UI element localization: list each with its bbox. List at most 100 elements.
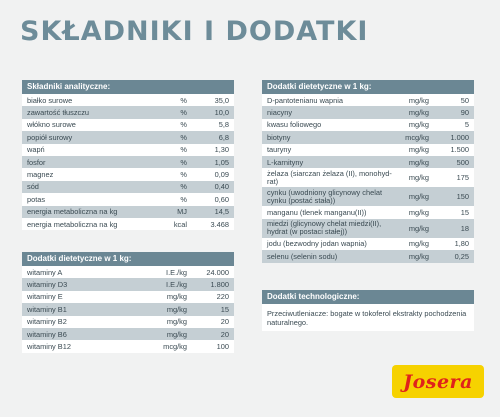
vitamin-row-value: 15 [192,303,234,316]
vitamin-row: witaminy D3 I.E./kg 1.800 [22,278,234,291]
vitamin-row-unit: mg/kg [140,303,192,316]
analytical-row-value: 0,60 [214,194,229,204]
additive-row-unit: mg/kg [398,187,434,207]
additive-row-unit: mcg/kg [398,131,434,144]
additive-row-unit: mg/kg [408,145,429,155]
analytical-row-unit: % [180,145,187,155]
analytical-row-name: potas [27,194,46,204]
technological-panel: Dodatki technologiczne: Przeciwutleniacz… [262,290,474,331]
additive-row-name: kwasu foliowego [267,120,322,130]
analytical-row-unit: kcal [173,219,187,229]
vitamin-row-value: 220 [216,292,229,302]
vitamin-row-value: 20 [192,327,234,341]
additive-row-value: 18 [434,218,474,238]
additive-row-value: 15 [460,208,469,218]
additive-row-value: 1,80 [454,239,469,249]
additive-row-value: 0,25 [434,250,474,263]
vitamins-rows: witaminy A I.E./kg 24.000 witaminy D3 I.E./k… [22,266,234,353]
additive-row-value: 5 [464,120,469,130]
analytical-header: Składniki analityczne: [22,80,234,94]
vitamin-row-value: 1.800 [192,278,234,291]
additive-row-name: niacyny [262,106,398,119]
analytical-row-name: wapń [27,145,45,155]
analytical-panel: Składniki analityczne: białko surowe% 35,… [22,80,234,231]
vitamin-row-unit: I.E./kg [140,278,192,291]
analytical-row-value: 0,40 [192,180,234,194]
analytical-row-name: energia metaboliczna na kg [22,205,162,218]
analytical-row-name: energia metaboliczna na kg [27,219,118,229]
additives-table: D-pantotenianu wapnia mg/kg 50 niacyny mg/kg… [262,94,474,263]
additive-row-value: 1.500 [450,145,470,155]
additive-row: niacyny mg/kg 90 [262,106,474,119]
additive-row-name: miedzi (glicynowy chelat miedzi(II), hyd… [262,218,398,238]
technological-header: Dodatki technologiczne: [262,290,474,304]
additive-row-unit: mg/kg [408,95,429,105]
vitamin-row-unit: mg/kg [166,292,187,302]
additive-row-unit: mg/kg [398,250,434,263]
vitamin-row-name: witaminy B1 [22,303,140,316]
analytical-row: wapń% 1,30 [22,144,234,156]
vitamin-row-name: witaminy B12 [27,342,71,352]
analytical-row-name: sód [22,180,162,194]
vitamin-row-name: witaminy B6 [22,327,140,341]
analytical-row-unit: % [180,120,187,130]
analytical-row-value: 0,09 [214,170,229,180]
additive-row-value: 50 [460,95,469,105]
analytical-row-name: popiół surowy [22,131,162,144]
additive-row: miedzi (glicynowy chelat miedzi(II), hyd… [262,218,474,238]
additive-row: selenu (selenin sodu) mg/kg 0,25 [262,250,474,263]
vitamin-row: witaminy B2 mg/kg 20 [22,316,234,328]
vitamin-row: witaminy B6 mg/kg 20 [22,327,234,341]
additives-header: Dodatki dietetyczne w 1 kg: [262,80,474,94]
analytical-row-unit: MJ [162,205,192,218]
additive-row-name: jodu (bezwodny jodan wapnia) [267,239,367,249]
additive-row-value: 90 [434,106,474,119]
additive-row-unit: mg/kg [408,173,429,183]
vitamin-row: witaminy B12 mcg/kg 100 [22,340,234,352]
analytical-row-value: 14,5 [192,205,234,218]
vitamins-panel: Dodatki dietetyczne w 1 kg: witaminy A I.… [22,252,234,353]
vitamin-row: witaminy B1 mg/kg 15 [22,303,234,316]
additive-row-value: 150 [434,187,474,207]
analytical-row: fosfor% 1,05 [22,155,234,169]
vitamin-row-unit: I.E./kg [166,267,187,277]
additive-row-unit: mg/kg [408,120,429,130]
vitamin-row-name: witaminy D3 [22,278,140,291]
vitamin-row: witaminy E mg/kg 220 [22,291,234,303]
analytical-row-name: magnez [27,170,54,180]
additive-row-name: cynku (uwodniony glicynowy chelat cynku … [262,187,398,207]
analytical-row: energia metaboliczna na kg kcal 3.468 [22,218,234,230]
vitamin-row-value: 24.000 [206,267,229,277]
analytical-row-name: białko surowe [27,95,73,105]
additive-row-name: biotyny [262,131,398,144]
analytical-row-value: 35,0 [214,95,229,105]
additive-row-name: D-pantotenianu wapnia [267,95,344,105]
analytical-row-unit: % [162,180,192,194]
additive-row-name: żelaza (siarczan żelaza (II), monohyd-ra… [267,168,392,186]
additive-row-unit: mg/kg [398,155,434,169]
analytical-row: magnez% 0,09 [22,168,234,180]
additive-row-value: 1.000 [434,131,474,144]
vitamin-row-name: witaminy B2 [27,317,67,327]
vitamin-row-unit: mcg/kg [163,342,187,352]
additive-row-name: L-karnityny [262,155,398,169]
analytical-row-value: 10,0 [192,106,234,119]
analytical-row-unit: % [162,155,192,169]
vitamin-row: witaminy A I.E./kg 24.000 [22,266,234,278]
logo-text: Josera [403,370,473,393]
additive-row: żelaza (siarczan żelaza (II), monohyd-ra… [262,168,474,187]
vitamins-header: Dodatki dietetyczne w 1 kg: [22,252,234,266]
analytical-row: włókno surowe% 5,8 [22,119,234,131]
analytical-row-name: fosfor [22,155,162,169]
analytical-row-unit: % [180,194,187,204]
additives-rows: D-pantotenianu wapnia mg/kg 50 niacyny mg/kg… [262,94,474,263]
analytical-rows: białko surowe% 35,0 zawartość tłuszczu% 10,… [22,94,234,230]
additive-row-value: 175 [456,173,469,183]
additive-row: manganu (tlenek manganu(II)) mg/kg 15 [262,206,474,218]
analytical-row: sód% 0,40 [22,180,234,194]
additive-row: kwasu foliowego mg/kg 5 [262,119,474,131]
analytical-row: popiół surowy% 6,8 [22,131,234,144]
analytical-row-unit: % [162,131,192,144]
additive-row: L-karnityny mg/kg 500 [262,155,474,169]
additive-row-unit: mg/kg [408,239,429,249]
